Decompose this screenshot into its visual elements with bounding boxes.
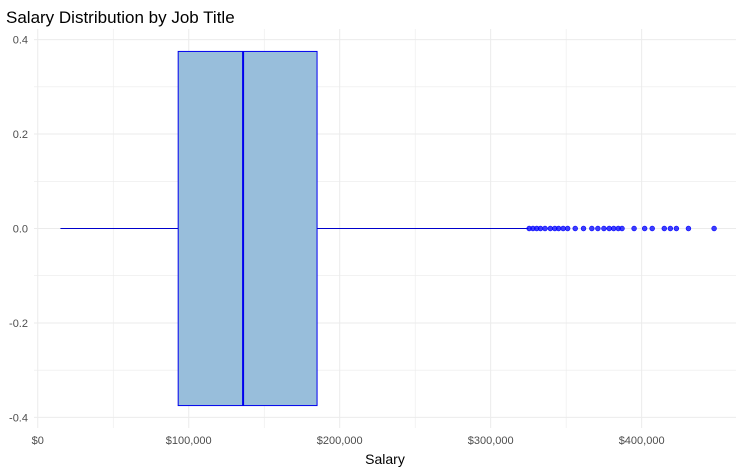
- outlier-point: [580, 225, 587, 232]
- outlier-point: [661, 225, 667, 232]
- outlier-point: [606, 225, 612, 232]
- outlier-point: [667, 225, 674, 232]
- x-tick-label: $200,000: [317, 435, 363, 447]
- outlier-point: [572, 225, 578, 232]
- tick-layer: $0 $100,000 $200,000 $300,000 $400,000 0.4 0.2…: [9, 35, 665, 447]
- outlier-point: [555, 225, 562, 232]
- outlier-point: [601, 225, 607, 232]
- x-tick-label: $400,000: [619, 435, 665, 447]
- outlier-point: [589, 225, 595, 232]
- outlier-point: [619, 225, 625, 232]
- outlier-layer: [526, 225, 717, 232]
- y-tick-label: -0.2: [9, 318, 28, 330]
- outlier-point: [611, 225, 617, 232]
- y-tick-label: 0.2: [13, 129, 28, 141]
- outlier-point: [641, 225, 648, 232]
- outlier-point: [537, 225, 544, 232]
- iqr-box: [177, 50, 318, 407]
- y-tick-label: 0.4: [13, 35, 28, 47]
- outlier-point: [564, 225, 571, 232]
- outlier-point: [649, 225, 655, 232]
- outlier-point: [595, 225, 601, 232]
- outlier-point: [685, 225, 692, 232]
- outlier-point: [631, 225, 637, 232]
- outlier-point: [547, 225, 554, 232]
- x-tick-label: $100,000: [166, 435, 212, 447]
- y-tick-label: -0.4: [9, 412, 28, 424]
- outlier-point: [673, 225, 680, 232]
- box-layer: [60, 50, 529, 407]
- outlier-point: [560, 225, 566, 232]
- outlier-point: [542, 225, 548, 232]
- x-axis-title: Salary: [365, 451, 405, 467]
- y-tick-label: 0.0: [13, 224, 28, 236]
- x-tick-label: $0: [32, 435, 44, 447]
- x-tick-label: $300,000: [468, 435, 514, 447]
- outlier-point: [711, 225, 717, 232]
- chart-title: Salary Distribution by Job Title: [6, 8, 235, 27]
